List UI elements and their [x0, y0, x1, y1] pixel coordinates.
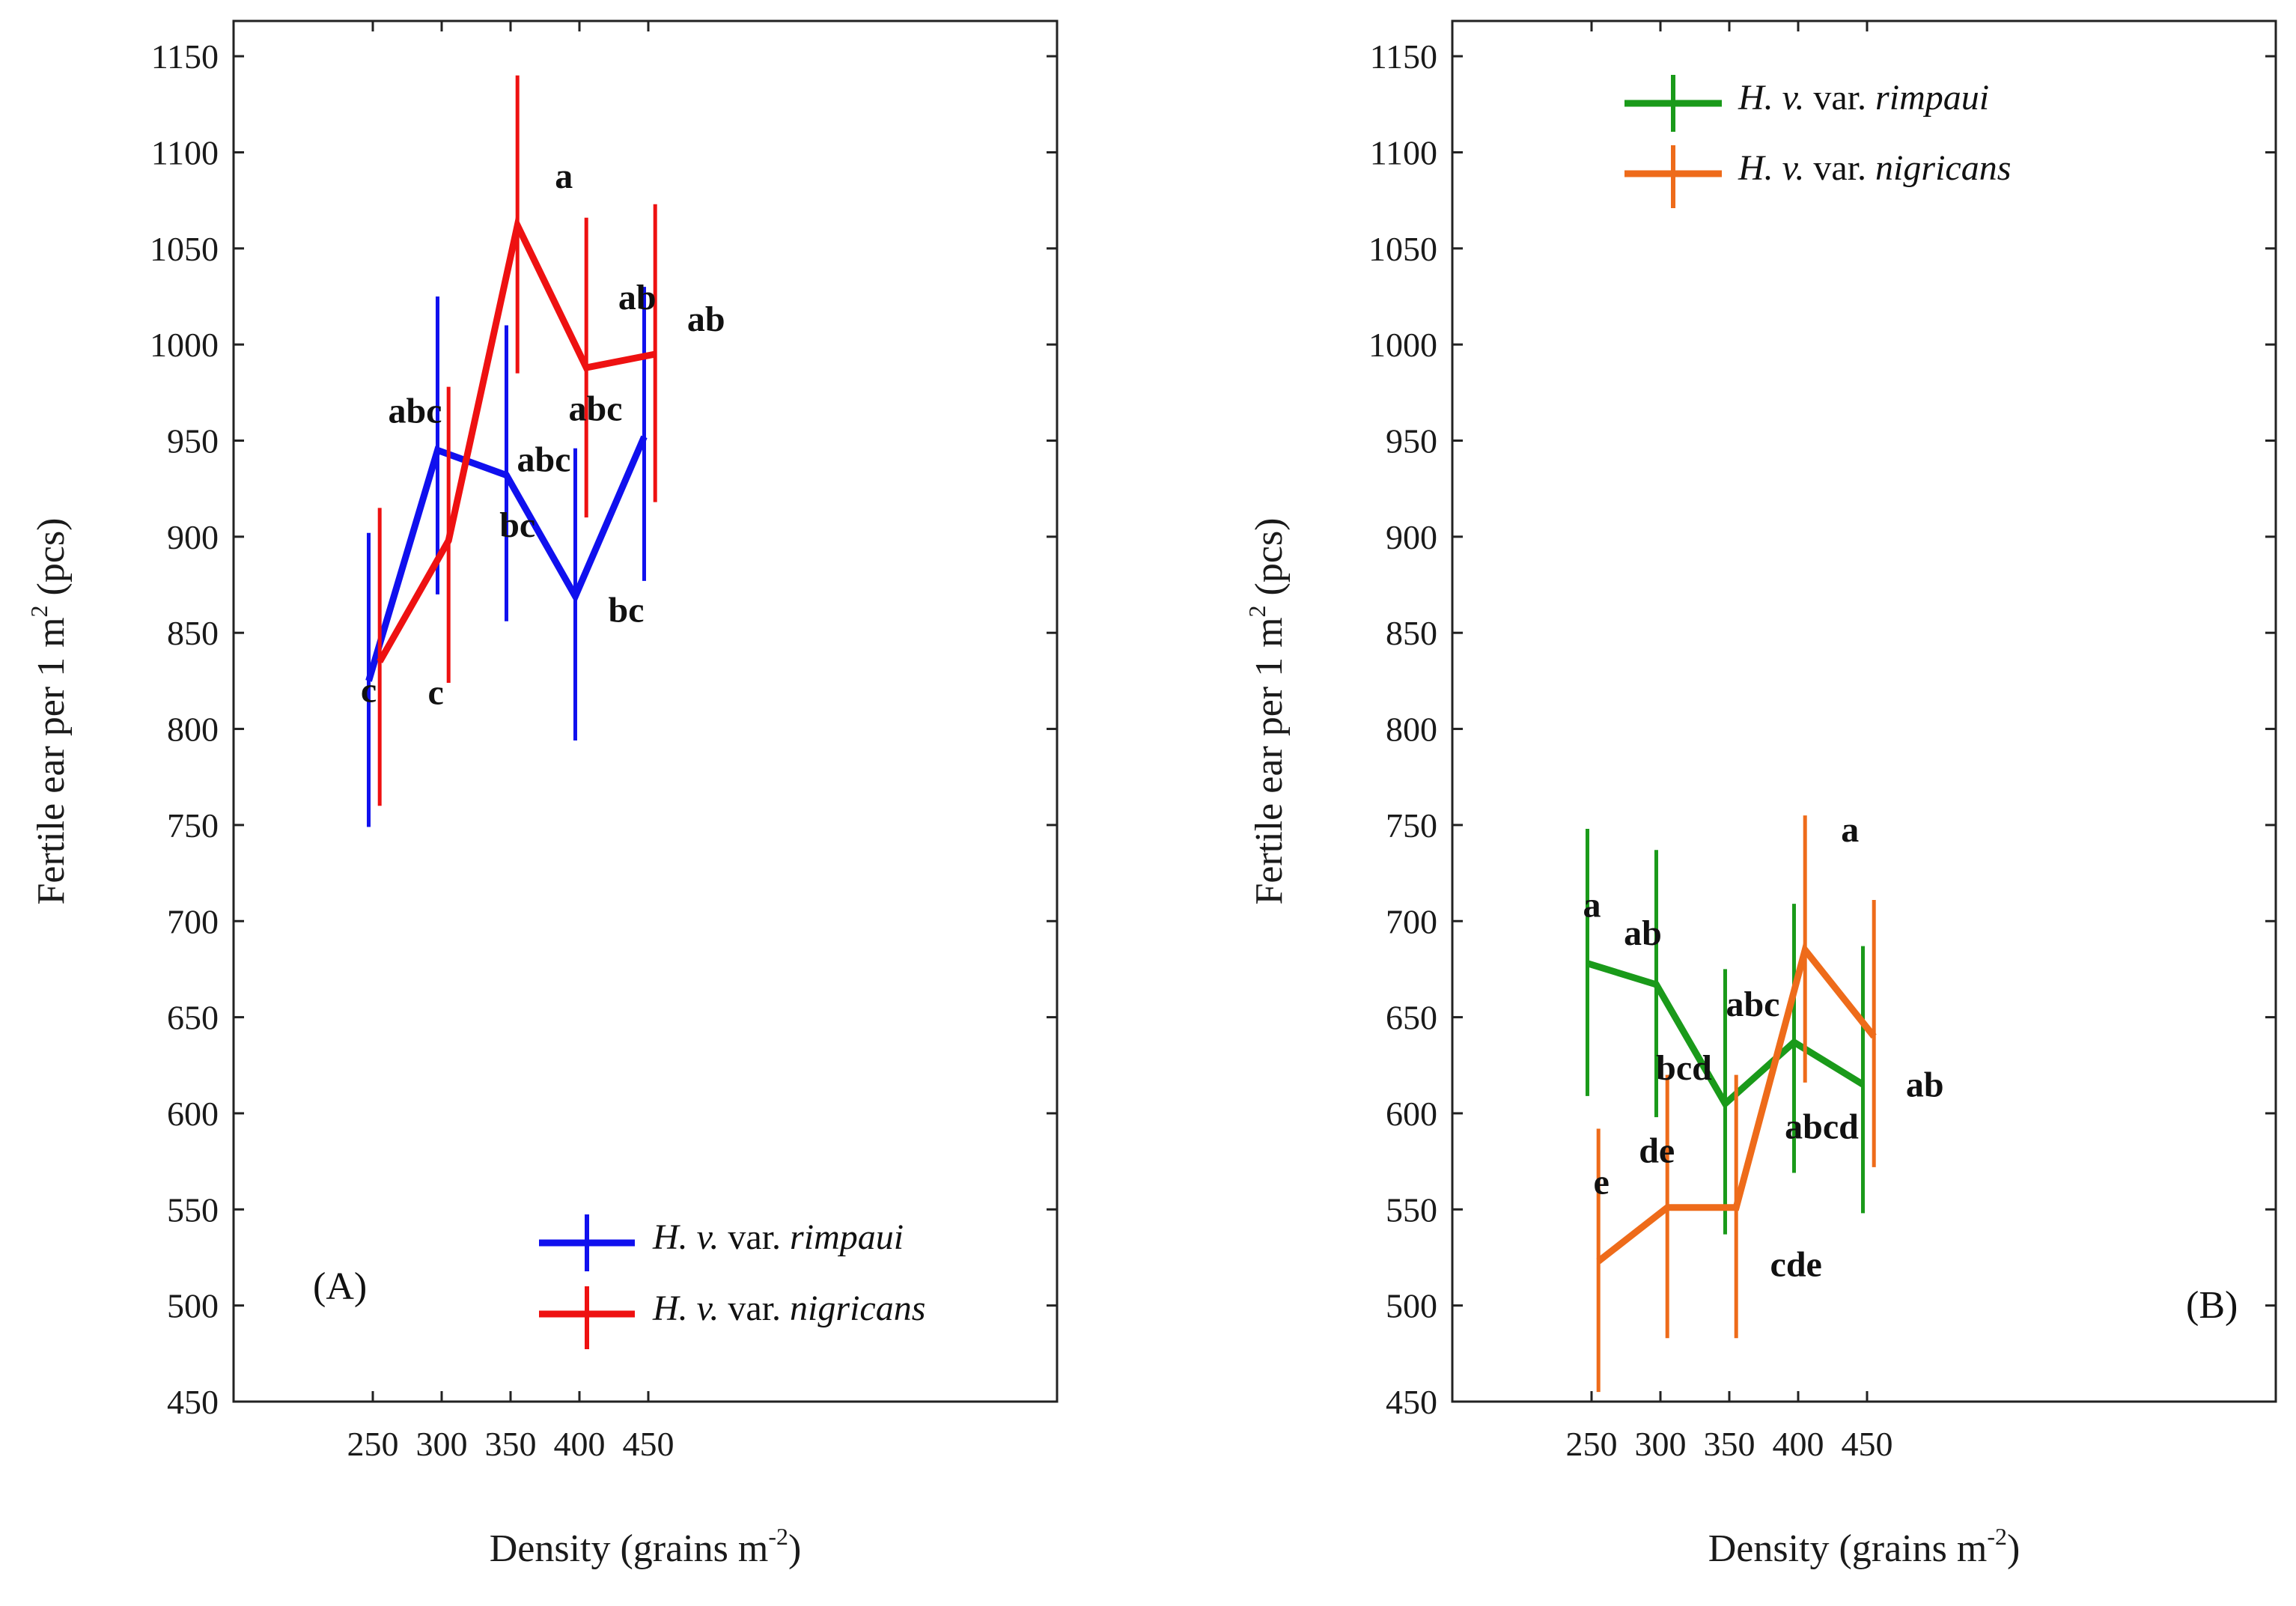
- sig-letter-rimpaui: abc: [388, 391, 442, 431]
- series-line-nigricans: [377, 215, 657, 663]
- sig-letter-rimpaui: bcd: [1656, 1048, 1712, 1088]
- series-line-rimpaui: [1586, 960, 1865, 1110]
- panel-a-x-axis: 250 300 350 400 450: [347, 21, 675, 1463]
- x-tick-label: 450: [1842, 1425, 1893, 1463]
- y-tick-label: 1150: [151, 37, 219, 76]
- panel-b-tag: (B): [2186, 1284, 2238, 1327]
- legend-item-rimpaui: H. v. var. rimpaui: [1624, 75, 1989, 132]
- sig-letter-rimpaui: bc: [608, 590, 644, 630]
- sig-letter-rimpaui: abc: [568, 389, 622, 428]
- y-tick-label: 950: [167, 422, 219, 460]
- sig-letter-nigricans: cde: [1770, 1245, 1822, 1285]
- panel-a-y-axis: 450 500 550 600 650 700 750 800 850 900 950 1000 105…: [150, 37, 1057, 1421]
- y-tick-label: 850: [1386, 614, 1437, 652]
- x-tick-label: 250: [1566, 1425, 1618, 1463]
- panel-a-tag: (A): [313, 1265, 367, 1308]
- legend-label-rimpaui: H. v. var. rimpaui: [652, 1217, 904, 1257]
- sig-letter-nigricans: a: [555, 156, 573, 196]
- y-tick-label: 450: [167, 1383, 219, 1421]
- series-nigricans: [377, 75, 657, 806]
- y-tick-label: 900: [167, 518, 219, 556]
- x-tick-label: 400: [554, 1425, 606, 1463]
- series-line-rimpaui: [365, 435, 648, 682]
- sig-letter-rimpaui: c: [361, 670, 377, 710]
- panel-b-y-axis: 450 500 550 600 650 700 750 800 850 900 950 1000 105…: [1368, 37, 2276, 1421]
- series-nigricans: [1596, 815, 1877, 1393]
- sig-letter-rimpaui: abc: [1726, 985, 1779, 1024]
- y-tick-label: 700: [167, 902, 219, 940]
- legend-item-rimpaui: H. v. var. rimpaui: [539, 1214, 904, 1271]
- y-tick-label: 650: [1386, 999, 1437, 1037]
- y-tick-label: 600: [1386, 1095, 1437, 1133]
- sig-letter-rimpaui: a: [1583, 886, 1601, 925]
- panel-a-x-axis-title: Density (grains m-2): [490, 1523, 802, 1570]
- panel-b-x-axis: 250 300 350 400 450: [1566, 21, 1893, 1463]
- y-tick-label: 1100: [1370, 133, 1437, 171]
- x-tick-label: 350: [485, 1425, 537, 1463]
- y-tick-label: 1000: [1368, 326, 1437, 364]
- panel-b-legend: H. v. var. rimpaui H. v. var. nigricans: [1624, 75, 2011, 208]
- x-tick-label: 300: [1635, 1425, 1687, 1463]
- panel-b-series: [1585, 815, 1877, 1393]
- y-tick-label: 1000: [150, 326, 219, 364]
- y-tick-label: 850: [167, 614, 219, 652]
- x-tick-label: 350: [1704, 1425, 1756, 1463]
- panel-a-plot-frame: [232, 19, 1059, 1403]
- sig-letter-nigricans: ab: [618, 278, 657, 317]
- y-tick-label: 800: [1386, 711, 1437, 749]
- series-rimpaui: [365, 287, 648, 827]
- y-tick-label: 750: [1386, 806, 1437, 845]
- sig-letter-nigricans: ab: [687, 299, 725, 339]
- sig-letter-nigricans: ab: [1906, 1065, 1944, 1104]
- y-tick-label: 600: [167, 1095, 219, 1133]
- x-tick-label: 450: [623, 1425, 675, 1463]
- sig-letter-nigricans: bc: [499, 505, 535, 545]
- sig-letter-nigricans: de: [1639, 1131, 1675, 1171]
- y-tick-label: 650: [167, 999, 219, 1037]
- sig-letter-rimpaui: abcd: [1785, 1107, 1859, 1146]
- panel-b-x-axis-title: Density (grains m-2): [1708, 1523, 2021, 1570]
- panel-a: 450 500 550 600 650 700 750 800 850 900 950 1000 105…: [25, 19, 1059, 1570]
- y-tick-label: 1150: [1370, 37, 1437, 76]
- y-tick-label: 550: [1386, 1190, 1437, 1229]
- y-tick-label: 900: [1386, 518, 1437, 556]
- y-tick-label: 700: [1386, 902, 1437, 940]
- y-tick-label: 1050: [150, 230, 219, 268]
- y-tick-label: 500: [1386, 1287, 1437, 1325]
- y-tick-label: 500: [167, 1287, 219, 1325]
- panel-b-plot-frame: [1451, 19, 2277, 1403]
- legend-label-nigricans: H. v. var. nigricans: [1738, 148, 2011, 188]
- sig-letter-rimpaui: abc: [517, 440, 570, 480]
- sig-letter-rimpaui: ab: [1624, 913, 1662, 953]
- panel-a-series: [365, 75, 657, 827]
- legend-item-nigricans: H. v. var. nigricans: [539, 1286, 925, 1349]
- panel-a-legend: H. v. var. rimpaui H. v. var. nigricans: [539, 1214, 925, 1349]
- sig-letter-nigricans: e: [1594, 1163, 1610, 1202]
- x-tick-label: 300: [416, 1425, 468, 1463]
- panel-a-y-axis-title: Fertile ear per 1 m2 (pcs): [25, 517, 73, 904]
- series-rimpaui: [1585, 829, 1865, 1235]
- legend-label-nigricans: H. v. var. nigricans: [652, 1289, 925, 1328]
- legend-item-nigricans: H. v. var. nigricans: [1624, 145, 2011, 208]
- panel-b-y-axis-title: Fertile ear per 1 m2 (pcs): [1243, 517, 1291, 904]
- y-tick-label: 1100: [151, 133, 219, 171]
- x-tick-label: 400: [1773, 1425, 1824, 1463]
- panel-b: 450 500 550 600 650 700 750 800 850 900 950 1000 105…: [1243, 19, 2277, 1570]
- sig-letter-nigricans: c: [428, 673, 444, 713]
- y-tick-label: 550: [167, 1190, 219, 1229]
- series-line-nigricans: [1596, 943, 1877, 1265]
- y-tick-label: 800: [167, 711, 219, 749]
- y-tick-label: 450: [1386, 1383, 1437, 1421]
- sig-letter-nigricans: a: [1841, 810, 1859, 850]
- y-tick-label: 1050: [1368, 230, 1437, 268]
- y-tick-label: 950: [1386, 422, 1437, 460]
- y-tick-label: 750: [167, 806, 219, 845]
- x-tick-label: 250: [347, 1425, 399, 1463]
- legend-label-rimpaui: H. v. var. rimpaui: [1738, 78, 1989, 118]
